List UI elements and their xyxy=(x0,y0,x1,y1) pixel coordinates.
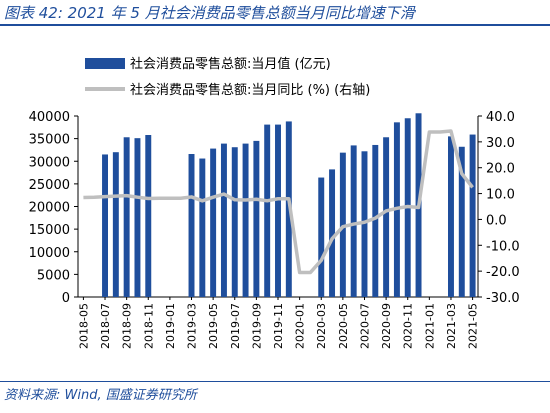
bar xyxy=(350,145,357,297)
bar xyxy=(329,169,336,297)
x-tick-label: 2021-05 xyxy=(467,303,480,349)
figure-title: 图表 42: 2021 年 5 月社会消费品零售总额当月同比增速下滑 xyxy=(4,4,415,22)
x-tick-label: 2019-03 xyxy=(186,303,199,349)
bar xyxy=(210,148,217,297)
bar xyxy=(242,143,249,297)
title-rule xyxy=(0,24,550,26)
bar xyxy=(361,151,368,297)
x-tick-label: 2020-03 xyxy=(315,303,328,349)
source-rule xyxy=(0,381,550,382)
x-tick-label: 2021-03 xyxy=(445,303,458,349)
bar xyxy=(264,124,271,297)
x-tick-label: 2019-09 xyxy=(250,303,263,349)
y-left-tick-label: 0 xyxy=(62,291,70,306)
x-tick-label: 2020-11 xyxy=(402,303,415,349)
x-tick-label: 2018-07 xyxy=(99,303,112,349)
y-right-tick-label: 40.0 xyxy=(486,110,515,125)
bar xyxy=(199,158,206,297)
y-left-tick-label: 15000 xyxy=(29,223,70,238)
figure-source: 资料来源: Wind, 国盛证券研究所 xyxy=(4,388,197,403)
bar xyxy=(145,135,152,297)
x-tick-label: 2020-01 xyxy=(294,303,307,349)
bar xyxy=(469,134,476,297)
bar xyxy=(188,154,195,297)
y-right-tick-label: 10.0 xyxy=(486,188,515,203)
y-left-tick-label: 5000 xyxy=(37,268,70,283)
bar xyxy=(231,147,238,297)
x-tick-label: 2020-09 xyxy=(380,303,393,349)
x-tick-label: 2018-11 xyxy=(142,303,155,349)
bar xyxy=(102,154,108,297)
series-line xyxy=(83,129,474,275)
y-right-tick-label: 30.0 xyxy=(486,136,515,151)
x-tick-label: 2020-07 xyxy=(358,303,371,349)
y-right-tick-label: 0.0 xyxy=(486,213,507,228)
y-left-tick-label: 30000 xyxy=(29,155,70,170)
y-left-tick-label: 25000 xyxy=(29,178,70,193)
y-left-tick-label: 10000 xyxy=(29,246,70,261)
y-right-tick-label: 20.0 xyxy=(486,162,515,177)
bar xyxy=(339,152,346,297)
y-right-tick-label: -10.0 xyxy=(486,239,520,254)
y-left-tick-label: 35000 xyxy=(29,133,70,148)
bar xyxy=(253,140,260,297)
x-tick-label: 2021-01 xyxy=(423,303,436,349)
bar xyxy=(220,143,227,297)
legend-bar-label: 社会消费品零售总额:当月值 (亿元) xyxy=(130,56,331,72)
bar xyxy=(123,137,130,297)
x-tick-label: 2018-05 xyxy=(77,303,90,349)
x-tick-label: 2019-01 xyxy=(164,303,177,349)
x-tick-label: 2020-05 xyxy=(337,303,350,349)
bar xyxy=(318,177,325,297)
bar xyxy=(458,146,465,297)
bar xyxy=(448,136,454,297)
legend-line-label: 社会消费品零售总额:当月同比 (%) (右轴) xyxy=(130,82,370,98)
x-tick-label: 2019-07 xyxy=(229,303,242,349)
x-tick-label: 2019-11 xyxy=(272,303,285,349)
bar xyxy=(134,138,141,297)
legend-bar-swatch xyxy=(85,58,125,69)
x-tick-label: 2018-09 xyxy=(121,303,134,349)
bar xyxy=(275,124,281,297)
bar xyxy=(112,152,119,297)
y-left-tick-label: 20000 xyxy=(29,201,70,216)
bar xyxy=(372,144,379,297)
bar xyxy=(383,137,390,297)
x-tick-label: 2019-05 xyxy=(207,303,220,349)
y-left-tick-label: 40000 xyxy=(29,110,70,125)
y-right-tick-label: -20.0 xyxy=(486,265,520,280)
y-right-tick-label: -30.0 xyxy=(486,291,520,306)
